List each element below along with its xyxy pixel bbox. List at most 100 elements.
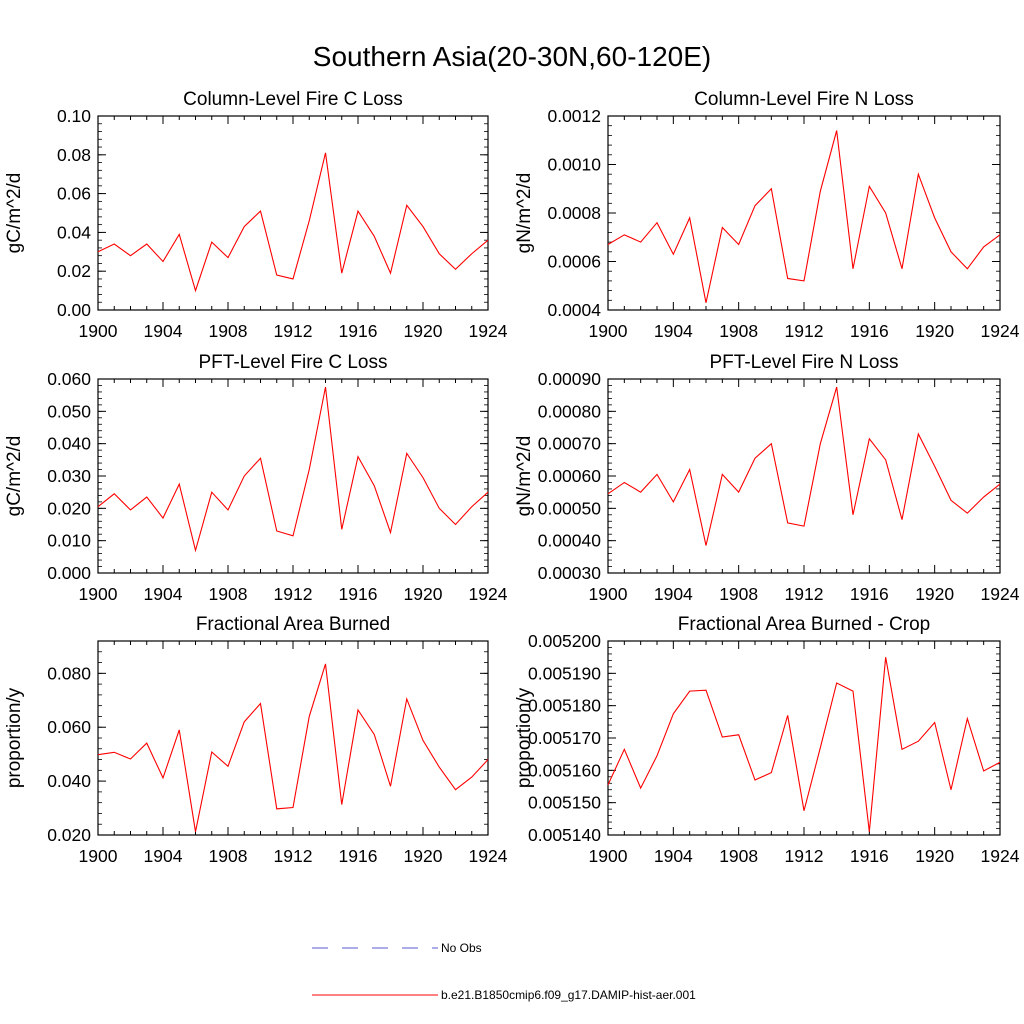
x-tick-label: 1916	[850, 846, 889, 866]
y-tick-label: 0.0004	[547, 300, 601, 320]
x-tick-label: 1908	[209, 846, 248, 866]
panel-1: 1900 1904 1908 1912 1916 1920 1924 0.00 0.02 0.04…	[4, 89, 508, 341]
x-tick-label: 1912	[785, 321, 824, 341]
y-tick-label: 0.010	[47, 531, 91, 551]
series-line	[607, 130, 1001, 303]
x-tick-label: 1908	[719, 321, 758, 341]
series-line	[97, 663, 489, 832]
legend-label-no-obs: No Obs	[441, 941, 482, 955]
x-tick-label: 1904	[654, 846, 693, 866]
x-tick-label: 1904	[144, 321, 183, 341]
y-tick-label: 0.00090	[538, 369, 602, 389]
y-tick-label: 0.005160	[528, 760, 601, 780]
y-tick-label: 0.0006	[547, 252, 601, 272]
panel-title: PFT-Level Fire C Loss	[199, 352, 388, 373]
x-tick-label: 1900	[589, 584, 628, 604]
x-tick-label: 1920	[915, 846, 954, 866]
series-line	[607, 386, 1001, 546]
x-tick-label: 1924	[981, 584, 1020, 604]
panel-5: 1900 1904 1908 1912 1916 1920 1924 0.020 0.040 0.…	[4, 614, 508, 866]
x-tick-label: 1908	[719, 846, 758, 866]
y-tick-label: 0.0010	[547, 155, 601, 175]
x-tick-label: 1908	[209, 321, 248, 341]
x-tick-label: 1924	[469, 321, 508, 341]
x-tick-label: 1900	[79, 846, 118, 866]
x-tick-label: 1908	[209, 584, 248, 604]
x-tick-label: 1912	[785, 584, 824, 604]
y-tick-label: 0.000	[47, 563, 91, 583]
panel-title: Fractional Area Burned	[196, 614, 390, 635]
x-tick-label: 1900	[79, 584, 118, 604]
legend-label-model-run: b.e21.B1850cmip6.f09_g17.DAMIP-hist-aer.…	[441, 988, 696, 1002]
series-line	[97, 386, 489, 553]
y-axis-label: gC/m^2/d	[4, 173, 25, 254]
y-tick-label: 0.050	[47, 401, 91, 421]
x-tick-label: 1912	[274, 321, 313, 341]
x-tick-label: 1912	[785, 846, 824, 866]
y-tick-label: 0.02	[57, 261, 91, 281]
x-tick-label: 1920	[404, 846, 443, 866]
panel-2: 1900 1904 1908 1912 1916 1920 1924 0.0004 0.0006…	[514, 89, 1020, 341]
x-tick-label: 1924	[981, 321, 1020, 341]
y-tick-label: 0.005140	[528, 825, 601, 845]
x-tick-label: 1912	[274, 846, 313, 866]
x-tick-label: 1908	[719, 584, 758, 604]
y-tick-label: 0.00040	[538, 531, 602, 551]
x-tick-label: 1904	[144, 846, 183, 866]
panel-title: Fractional Area Burned - Crop	[678, 614, 930, 635]
x-tick-label: 1916	[339, 321, 378, 341]
y-tick-label: 0.005190	[528, 663, 601, 683]
x-tick-label: 1916	[339, 584, 378, 604]
x-tick-label: 1924	[981, 846, 1020, 866]
y-tick-label: 0.00060	[538, 466, 602, 486]
y-tick-label: 0.005200	[528, 631, 601, 651]
y-axis-label: proportion/y	[514, 687, 535, 788]
y-axis-label: proportion/y	[4, 687, 25, 788]
y-axis-label: gN/m^2/d	[514, 436, 535, 517]
x-tick-label: 1920	[915, 584, 954, 604]
x-tick-label: 1904	[654, 584, 693, 604]
x-tick-label: 1912	[274, 584, 313, 604]
y-tick-label: 0.080	[47, 663, 91, 683]
figure-title: Southern Asia(20-30N,60-120E)	[313, 41, 711, 72]
y-tick-label: 0.00070	[538, 434, 602, 454]
y-tick-label: 0.0012	[547, 106, 601, 126]
x-tick-label: 1900	[589, 321, 628, 341]
y-tick-label: 0.060	[47, 369, 91, 389]
y-axis-label: gC/m^2/d	[4, 436, 25, 517]
panels: 1900 1904 1908 1912 1916 1920 1924 0.00 0.02 0.04…	[4, 89, 1020, 866]
x-tick-label: 1924	[469, 584, 508, 604]
y-tick-label: 0.10	[57, 106, 91, 126]
x-tick-label: 1900	[589, 846, 628, 866]
x-tick-label: 1904	[654, 321, 693, 341]
x-tick-label: 1920	[404, 321, 443, 341]
y-tick-label: 0.00050	[538, 498, 602, 518]
x-tick-label: 1924	[469, 846, 508, 866]
panel-title: PFT-Level Fire N Loss	[710, 352, 899, 373]
y-tick-label: 0.00	[57, 300, 91, 320]
y-tick-label: 0.00030	[538, 563, 602, 583]
y-tick-label: 0.040	[47, 771, 91, 791]
x-tick-label: 1904	[144, 584, 183, 604]
panel-title: Column-Level Fire C Loss	[183, 89, 403, 110]
series-line	[607, 657, 1001, 832]
x-tick-label: 1916	[850, 321, 889, 341]
y-tick-label: 0.060	[47, 717, 91, 737]
panel-title: Column-Level Fire N Loss	[694, 89, 914, 110]
legend: No Obs b.e21.B1850cmip6.f09_g17.DAMIP-hi…	[312, 941, 696, 1002]
series-line	[97, 152, 489, 293]
y-tick-label: 0.005180	[528, 696, 601, 716]
y-tick-label: 0.08	[57, 145, 91, 165]
panel-3: 1900 1904 1908 1912 1916 1920 1924 0.000 0.010 0.…	[4, 352, 508, 604]
y-tick-label: 0.020	[47, 498, 91, 518]
y-tick-label: 0.030	[47, 466, 91, 486]
y-tick-label: 0.06	[57, 184, 91, 204]
y-tick-label: 0.040	[47, 434, 91, 454]
x-tick-label: 1916	[339, 846, 378, 866]
y-tick-label: 0.005150	[528, 793, 601, 813]
y-tick-label: 0.00080	[538, 401, 602, 421]
y-tick-label: 0.04	[57, 222, 91, 242]
x-tick-label: 1920	[915, 321, 954, 341]
